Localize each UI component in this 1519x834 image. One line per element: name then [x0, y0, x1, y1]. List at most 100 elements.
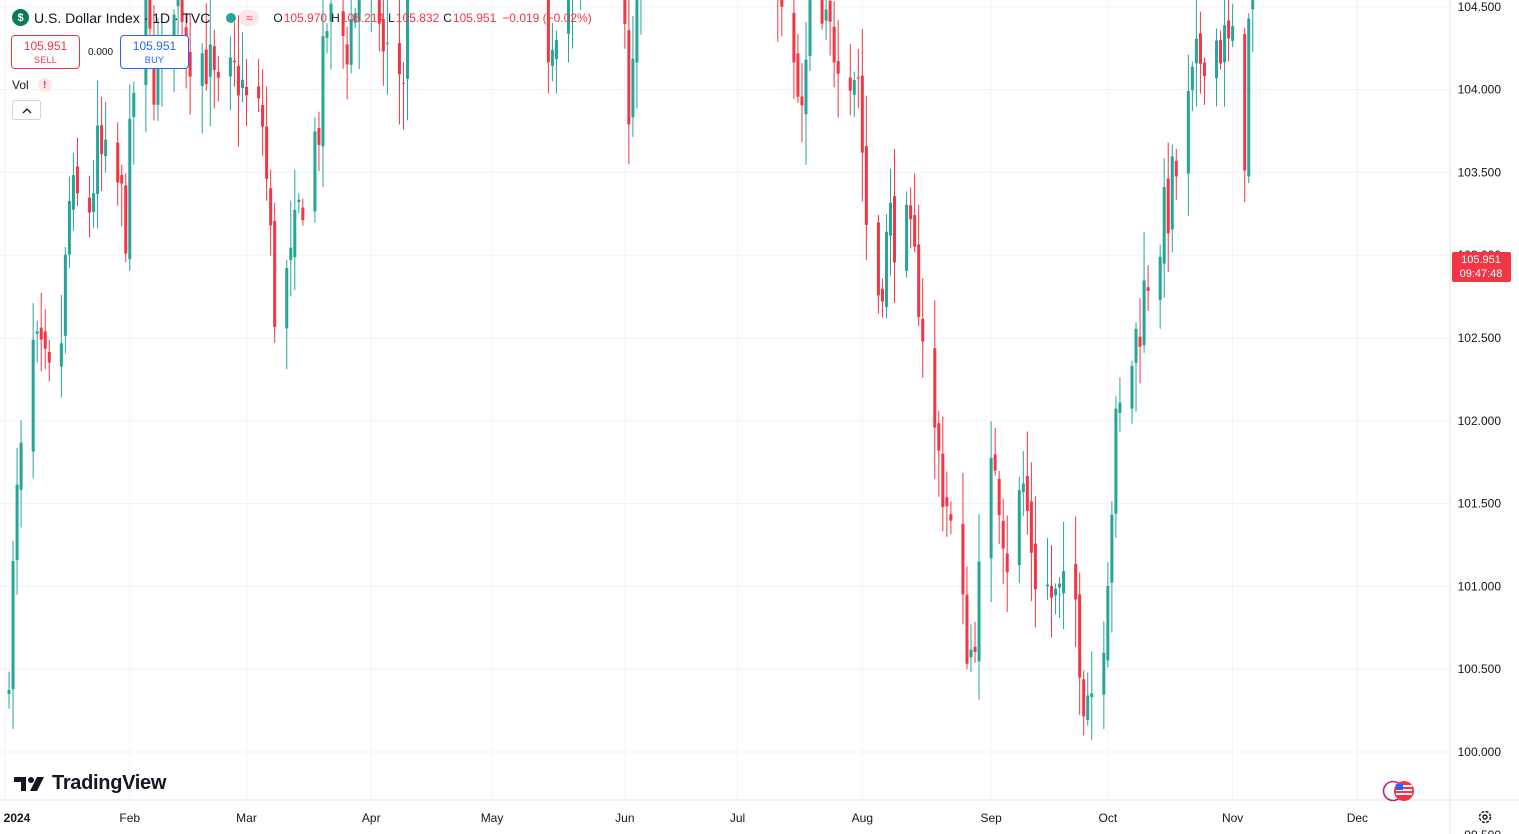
- candle-body: [1021, 483, 1025, 493]
- high-value: 106.214: [340, 10, 385, 25]
- candle-body: [909, 205, 913, 220]
- candle-body: [297, 199, 301, 203]
- price-tick-label: 101.000: [1458, 579, 1502, 593]
- candle-body: [1025, 476, 1029, 511]
- candle-body: [820, 0, 824, 24]
- candle-body: [631, 58, 635, 118]
- candle-body: [401, 82, 405, 84]
- symbol-title[interactable]: U.S. Dollar Index · 1D · TVC: [34, 9, 211, 26]
- warning-icon[interactable]: !: [37, 78, 52, 92]
- candle-body: [1138, 336, 1142, 347]
- price-tick-label: 100.000: [1458, 745, 1502, 759]
- candle-body: [265, 126, 269, 179]
- candle-body: [1086, 695, 1090, 721]
- candle-body: [59, 343, 63, 367]
- candle-body: [152, 38, 156, 105]
- price-tick-label: 104.000: [1458, 83, 1502, 97]
- candle-body: [172, 14, 176, 45]
- candle-body: [828, 0, 832, 22]
- us-flag-icon[interactable]: [1382, 780, 1420, 802]
- candle-body: [1202, 62, 1206, 77]
- candle-body: [977, 561, 981, 662]
- volume-label[interactable]: Vol: [12, 78, 29, 92]
- candle-body: [554, 39, 558, 60]
- price-tick-label: 103.500: [1458, 165, 1502, 179]
- candle-body: [188, 51, 192, 77]
- candle-body: [289, 247, 293, 260]
- candle-body: [921, 318, 925, 342]
- candle-body: [1001, 520, 1005, 549]
- candle-body: [836, 61, 840, 74]
- candle-body: [804, 59, 808, 115]
- candle-body: [824, 9, 828, 21]
- candle-body: [236, 65, 240, 96]
- time-tick-label: Dec: [1347, 811, 1368, 825]
- candle-body: [627, 30, 631, 125]
- candle-body: [329, 3, 333, 22]
- candle-body: [232, 60, 236, 63]
- candle-body: [1078, 594, 1082, 678]
- candles-series: [7, 0, 1255, 741]
- price-tick-label: 99.500: [1464, 828, 1501, 834]
- collapse-legend-button[interactable]: [12, 100, 41, 120]
- candle-body: [876, 222, 880, 296]
- candle-body: [1033, 543, 1037, 590]
- candle-body: [47, 352, 51, 363]
- candle-body: [1017, 490, 1021, 566]
- candle-body: [889, 202, 892, 236]
- time-tick-label: Oct: [1099, 811, 1118, 825]
- candle-body: [240, 79, 244, 89]
- candle-body: [43, 331, 47, 349]
- candle-body: [1134, 328, 1138, 363]
- time-axis[interactable]: 2024 Feb Mar Apr May Jun Jul Aug Sep Oct Nov Dec: [4, 811, 1368, 825]
- low-label: L: [388, 10, 395, 25]
- time-tick-label: May: [481, 811, 504, 825]
- candle-body: [273, 221, 277, 328]
- candle-body: [1062, 571, 1066, 594]
- candle-body: [7, 689, 11, 694]
- bar-countdown: 09:47:48: [1460, 268, 1503, 280]
- price-tick-label: 100.500: [1458, 662, 1502, 676]
- high-label: H: [331, 10, 340, 25]
- candle-body: [293, 209, 297, 258]
- dollar-icon: $: [12, 9, 29, 26]
- buy-button[interactable]: 105.951 BUY: [120, 35, 189, 69]
- candle-body: [1251, 0, 1255, 10]
- sell-button[interactable]: 105.951 SELL: [11, 35, 80, 69]
- candle-body: [1194, 38, 1198, 64]
- candle-body: [780, 0, 784, 7]
- candle-body: [245, 86, 248, 96]
- compare-icon[interactable]: ≈: [239, 9, 260, 26]
- candle-body: [945, 497, 949, 507]
- candle-body: [1146, 287, 1150, 291]
- candle-body: [567, 0, 570, 34]
- candle-body: [993, 454, 997, 471]
- tradingview-logo[interactable]: TradingView: [14, 772, 166, 795]
- candle-body: [1243, 34, 1247, 171]
- spread-value: 0.000: [88, 47, 114, 58]
- candle-body: [1054, 588, 1058, 596]
- candle-body: [860, 75, 864, 153]
- candle-body: [406, 0, 409, 79]
- candle-body: [546, 0, 550, 63]
- grid-lines: [0, 0, 1450, 800]
- gear-icon[interactable]: [1477, 809, 1493, 829]
- close-label: C: [443, 10, 452, 25]
- chevron-up-icon: [22, 107, 31, 113]
- candle-body: [933, 348, 937, 428]
- candle-body: [345, 44, 349, 65]
- candle-body: [1082, 679, 1086, 717]
- candle-body: [216, 71, 220, 78]
- candle-body: [1231, 26, 1235, 41]
- candle-body: [1090, 693, 1094, 698]
- tradingview-logo-icon: [14, 776, 44, 791]
- candle-body: [180, 0, 184, 22]
- candle-body: [357, 0, 361, 22]
- candle-body: [1219, 40, 1223, 64]
- candle-body: [973, 646, 977, 652]
- candle-body: [1198, 33, 1202, 64]
- candle-body: [1029, 501, 1033, 553]
- market-status-icon[interactable]: [226, 12, 237, 23]
